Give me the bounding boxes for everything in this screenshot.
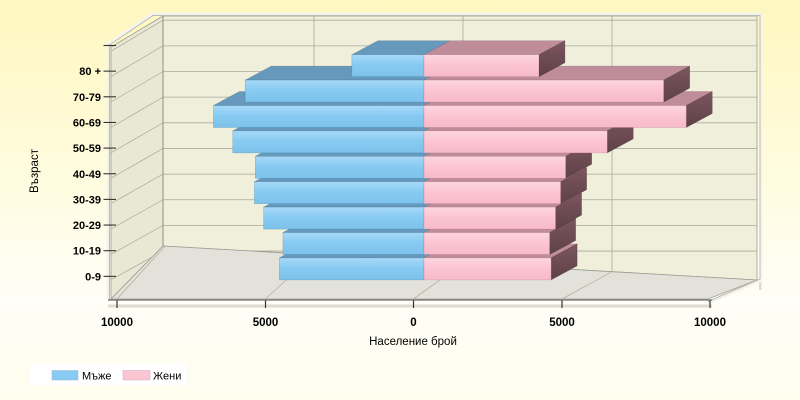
y-category-label: 50-59 — [73, 143, 101, 155]
x-tick-label: 5000 — [549, 317, 575, 329]
floor-gridline — [561, 271, 613, 300]
y-category-label: 40-49 — [73, 169, 101, 181]
left-wall-gridline — [110, 122, 164, 154]
legend-label-male: Мъже — [82, 371, 112, 383]
left-wall-gridline — [110, 71, 164, 103]
left-wall-gridline — [110, 173, 164, 204]
left-wall-gridline — [110, 45, 164, 77]
bar-female-front — [423, 156, 566, 179]
legend-swatch-female — [122, 370, 151, 381]
bar-female-front — [423, 105, 687, 128]
bar-male-front — [279, 257, 425, 281]
frame-shadow — [109, 15, 761, 300]
y-axis-ticks — [103, 44, 116, 277]
frame-corner-shadow — [707, 278, 761, 302]
x-tick-label: 5000 — [253, 317, 279, 329]
bar-group-80+ — [351, 40, 566, 78]
y-category-label: 0-9 — [85, 271, 101, 283]
bar-female-front — [423, 232, 550, 255]
bar-male-front — [213, 105, 425, 128]
bar-male-front — [254, 181, 425, 204]
legend-swatch-male — [51, 370, 79, 381]
legend: Мъже Жени — [30, 364, 187, 385]
y-category-label: 10-19 — [73, 246, 101, 258]
y-category-label: 20-29 — [73, 220, 101, 232]
bar-male-front — [255, 156, 425, 179]
x-tick-label: 10000 — [101, 317, 133, 329]
x-axis-title: Население брой — [369, 336, 457, 348]
floor-gridline — [116, 245, 166, 300]
bar-female-front — [423, 130, 608, 154]
y-category-label: 70-79 — [73, 92, 101, 104]
legend-label-female: Жени — [153, 371, 181, 383]
chart-scene: 10000 5000 0 5000 10000 80 + 70-79 60-69 50-59 40… — [73, 12, 763, 329]
left-wall-gridline — [110, 19, 164, 52]
bar-male-front — [282, 232, 425, 255]
x-axis-ticks — [116, 300, 711, 308]
bar-female-front — [423, 181, 561, 204]
left-wall-gridline — [110, 199, 164, 230]
bar-male-front — [244, 79, 425, 103]
left-wall-gridline — [110, 225, 164, 255]
bar-female-end-cap — [550, 243, 578, 281]
bar-male-front — [351, 54, 425, 78]
y-category-label: 60-69 — [73, 117, 101, 129]
bar-male-front — [232, 130, 425, 154]
left-wall-gridline — [110, 148, 164, 179]
frame-highlight — [106, 12, 763, 300]
bar-female-front — [423, 79, 664, 103]
bar-female-front — [423, 54, 540, 78]
bar-male-front — [263, 206, 425, 230]
left-wall-gridline — [110, 96, 164, 128]
bar-female-front — [423, 206, 556, 230]
x-tick-label: 0 — [410, 317, 416, 329]
plot-frame-bevel — [106, 12, 763, 308]
frame-corner-highlight — [707, 278, 763, 305]
bar-female-front — [423, 257, 552, 281]
y-category-label: 30-39 — [73, 194, 101, 206]
y-category-label: 80 + — [79, 66, 101, 78]
x-tick-label: 10000 — [694, 317, 726, 329]
y-axis-title: Възраст — [29, 148, 41, 193]
